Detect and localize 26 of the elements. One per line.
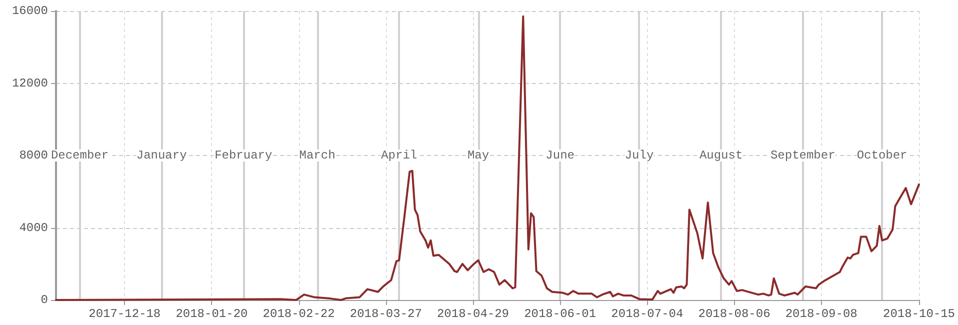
y-tick-label: 4000 <box>19 220 48 235</box>
x-tick-label: 2018-10-15 <box>882 307 955 321</box>
x-tick-label: 2018-08-06 <box>698 307 770 321</box>
ref-line-label: April <box>381 148 418 162</box>
y-tick-label: 16000 <box>12 4 48 18</box>
x-tick-label: 2018-06-01 <box>524 307 596 321</box>
y-tick-label: 12000 <box>12 76 48 90</box>
x-tick-label: 2018-02-22 <box>262 307 335 321</box>
x-tick-label: 2018-09-08 <box>785 307 858 321</box>
x-tick-label: 2018-03-27 <box>350 307 422 321</box>
ref-line-label: January <box>136 148 187 162</box>
ref-line-label: May <box>467 148 490 162</box>
ref-line-label: June <box>546 148 574 162</box>
ref-line-label: October <box>856 148 908 162</box>
x-tick-label: 2017-12-18 <box>88 307 161 321</box>
ref-line-label: February <box>214 148 272 162</box>
x-tick-label: 2018-07-04 <box>611 307 684 321</box>
x-tick-label: 2018-04-29 <box>436 307 509 321</box>
y-tick-label: 0 <box>40 293 48 307</box>
ref-line-label: September <box>770 148 836 162</box>
ref-line-label: December <box>50 148 109 162</box>
ref-line-label: March <box>299 148 336 162</box>
ref-line-label: August <box>699 148 743 162</box>
x-tick-label: 2018-01-20 <box>176 307 248 321</box>
y-tick-label: 8000 <box>19 148 48 162</box>
ref-line-label: July <box>624 148 654 162</box>
